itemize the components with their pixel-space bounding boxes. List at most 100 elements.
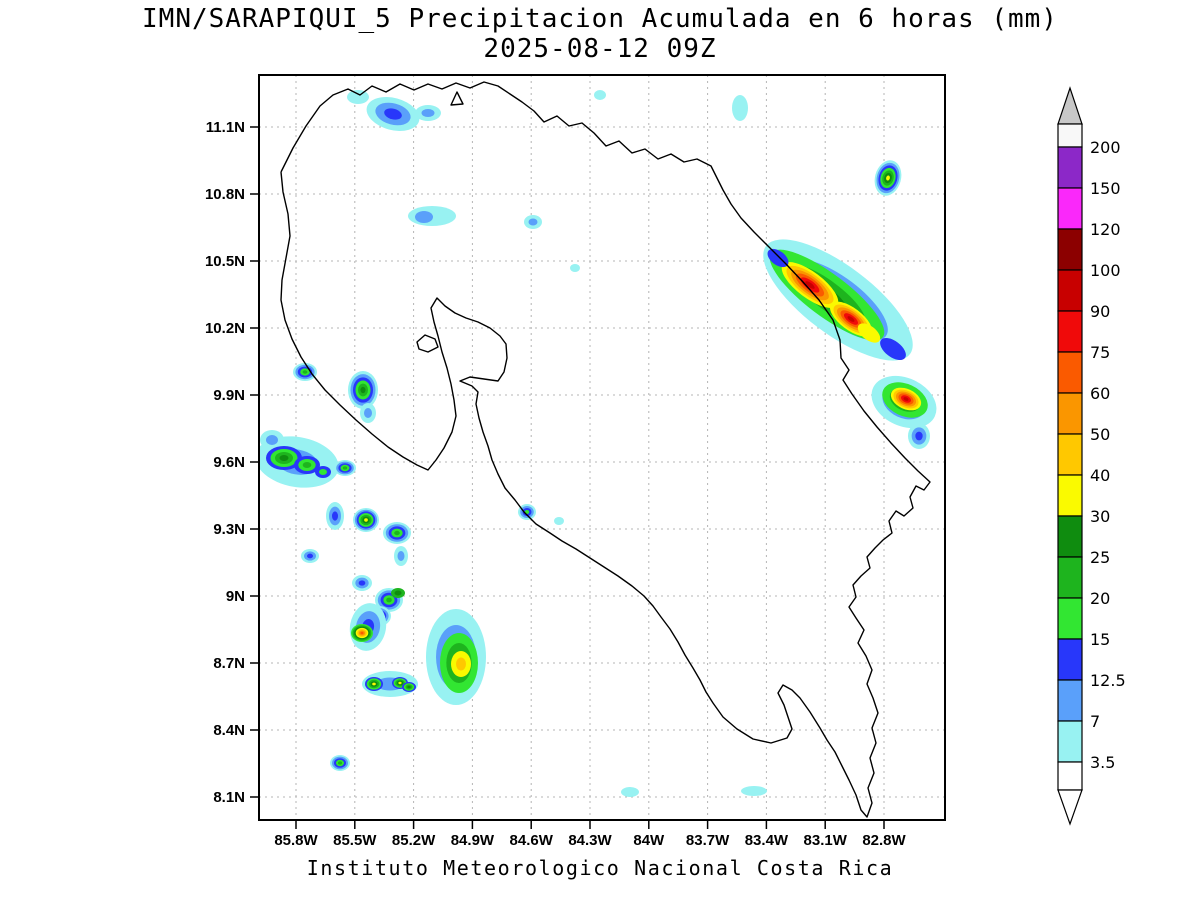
precip-cell xyxy=(857,323,881,343)
colorbar-segment xyxy=(1057,228,1083,271)
colorbar-label: 30 xyxy=(1090,507,1110,526)
precip-contour xyxy=(342,466,348,470)
precip-contour xyxy=(886,175,890,181)
precip-contour xyxy=(456,657,466,671)
colorbar-label: 50 xyxy=(1090,425,1110,444)
precip-contour xyxy=(880,337,906,361)
precip-cell xyxy=(732,95,748,121)
island-outline xyxy=(450,91,464,106)
grid-layer xyxy=(259,75,945,820)
precip-cell xyxy=(874,160,902,196)
precip-cell xyxy=(365,677,383,691)
colorbar-segment xyxy=(1057,310,1083,353)
precip-contour xyxy=(302,462,312,468)
costa-rica-outline xyxy=(280,81,931,818)
precip-cell xyxy=(621,787,639,797)
precip-contour xyxy=(394,530,400,536)
precip-contour xyxy=(364,518,368,522)
precip-cell xyxy=(781,262,839,308)
precip-contour xyxy=(364,408,372,418)
precip-layer xyxy=(259,90,937,797)
lat-tick-label: 9N xyxy=(226,588,245,605)
precip-cell xyxy=(524,215,542,229)
precip-cell xyxy=(351,624,373,642)
precip-cell xyxy=(767,248,789,268)
precip-cell xyxy=(315,466,331,478)
lat-tick-label: 10.8N xyxy=(205,186,245,203)
precip-cell xyxy=(391,588,405,598)
colorbar-label: 60 xyxy=(1090,384,1110,403)
precip-cell xyxy=(908,423,930,449)
precip-cell xyxy=(366,97,420,131)
lon-tick-label: 84W xyxy=(633,832,665,849)
colorbar-segment xyxy=(1057,433,1083,476)
precip-contour xyxy=(360,631,364,635)
map-frame xyxy=(258,74,946,821)
precip-contour xyxy=(415,211,433,223)
precip-cell xyxy=(347,90,369,104)
colorbar-label: 7 xyxy=(1090,712,1100,731)
colorbar-segment xyxy=(1057,720,1083,763)
axis-layer: 85.8W 85.5W 85.2W 84.9W 84.6W 84.3W 84W 83.7W 83… xyxy=(205,119,907,849)
precip-contour xyxy=(397,551,405,561)
precip-cell xyxy=(594,90,606,100)
lon-tick-label: 84.9W xyxy=(451,832,495,849)
colorbar-segment-min xyxy=(1057,761,1083,791)
colorbar-segment xyxy=(1057,474,1083,517)
lat-tick-label: 8.7N xyxy=(213,655,245,672)
precip-cell xyxy=(330,755,350,771)
precip-contour xyxy=(767,248,789,268)
precip-contour xyxy=(347,90,369,104)
precip-contour xyxy=(386,597,392,603)
lon-tick-label: 85.8W xyxy=(274,832,318,849)
lat-tick-label: 9.6N xyxy=(213,454,245,471)
precip-contour xyxy=(407,685,411,689)
precip-contour xyxy=(857,323,881,343)
colorbar-label: 200 xyxy=(1090,138,1121,157)
lat-tick-label: 10.5N xyxy=(205,253,245,270)
colorbar-segment xyxy=(1057,269,1083,312)
precip-cell xyxy=(394,546,408,566)
precip-cell xyxy=(353,508,379,532)
lat-tick-label: 8.1N xyxy=(213,789,245,806)
precip-contour xyxy=(621,787,639,797)
precip-contour xyxy=(307,553,313,559)
precip-cell xyxy=(294,456,320,474)
precip-cell xyxy=(360,403,376,423)
precip-cell xyxy=(880,337,906,361)
precip-contour xyxy=(394,590,402,596)
lat-tick-label: 9.9N xyxy=(213,387,245,404)
precip-contour xyxy=(570,264,580,272)
precip-cell xyxy=(570,264,580,272)
precip-contour xyxy=(805,281,815,289)
precip-contour xyxy=(594,90,606,100)
precip-contour xyxy=(360,386,366,394)
precip-cell xyxy=(348,371,378,409)
lon-tick-label: 82.8W xyxy=(862,832,906,849)
colorbar-segment xyxy=(1057,638,1083,681)
lon-tick-label: 83.4W xyxy=(745,832,789,849)
precip-contour xyxy=(528,218,538,226)
precip-cell xyxy=(352,575,372,591)
precip-cell xyxy=(890,387,922,411)
precip-cell xyxy=(260,430,284,450)
colorbar-arrow-up xyxy=(1057,86,1083,125)
colorbar-label: 90 xyxy=(1090,302,1110,321)
precip-cell xyxy=(334,460,356,476)
colorbar-segment xyxy=(1057,351,1083,394)
precip-cell xyxy=(554,517,564,525)
colorbar-segment xyxy=(1057,556,1083,599)
colorbar-segment xyxy=(1057,515,1083,558)
lon-tick-label: 84.6W xyxy=(510,832,554,849)
precip-cell xyxy=(266,446,302,470)
lon-tick-label: 83.1W xyxy=(804,832,848,849)
precip-cell xyxy=(402,682,416,692)
colorbar-segment xyxy=(1057,123,1083,148)
precip-contour xyxy=(847,316,855,322)
precip-contour xyxy=(319,469,327,475)
precip-cell xyxy=(741,786,767,796)
precip-cell xyxy=(518,504,536,520)
precip-contour xyxy=(279,455,289,461)
colorbar-segment xyxy=(1057,597,1083,640)
